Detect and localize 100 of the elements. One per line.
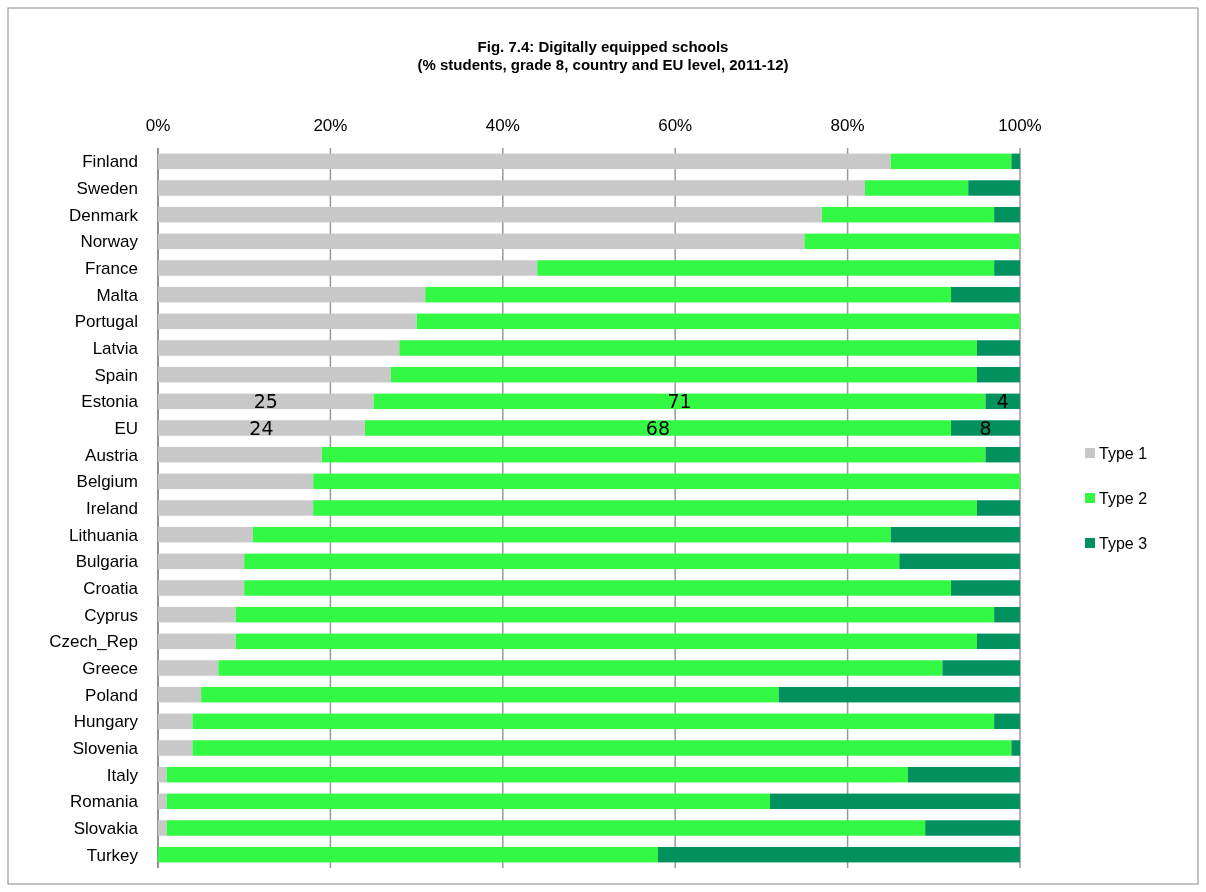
y-tick-label: Romania [69, 792, 139, 812]
bar [821, 206, 995, 223]
y-tick-label: Lithuania [68, 525, 139, 545]
bar [158, 793, 167, 810]
bar [158, 260, 538, 276]
bar [158, 180, 865, 196]
bar [976, 366, 1020, 383]
bar [192, 740, 1012, 756]
bar [158, 286, 426, 303]
bar [942, 660, 1020, 676]
bar [313, 473, 1020, 490]
bar [158, 606, 236, 623]
y-tick-label: Denmark [69, 205, 139, 225]
bar [390, 366, 977, 383]
bar [373, 393, 986, 410]
data-label: 25 [253, 390, 278, 413]
x-tick-label: 100% [998, 116, 1042, 135]
bar [994, 206, 1020, 223]
y-tick-label: France [85, 259, 138, 278]
chart-subtitle: (% students, grade 8, country and EU level, 2011-12) [417, 56, 789, 73]
bar [537, 260, 995, 276]
legend-label: Type 3 [1099, 535, 1148, 552]
bar [235, 633, 977, 650]
y-tick-label: Slovenia [72, 739, 139, 758]
bar [890, 153, 1012, 170]
bar [158, 846, 658, 863]
bar [425, 286, 952, 303]
bar [951, 286, 1020, 303]
bar [158, 340, 400, 356]
bar [1011, 740, 1020, 756]
y-tick-label: Estonia [81, 392, 139, 412]
y-tick-label: Greece [82, 659, 138, 678]
data-label: 71 [667, 390, 692, 413]
bar [985, 446, 1020, 463]
bar [976, 500, 1020, 516]
bar [321, 446, 986, 463]
bar [158, 820, 167, 836]
bar [778, 686, 1020, 703]
data-label: 68 [645, 417, 671, 439]
bar [158, 713, 193, 730]
y-tick-label: Sweden [76, 179, 138, 198]
bar [158, 393, 374, 410]
bar [166, 766, 908, 783]
bar [158, 473, 314, 490]
bar [951, 420, 1020, 436]
x-tick-label: 80% [830, 116, 865, 135]
bar [158, 366, 391, 383]
y-tick-label: Belgium [76, 472, 138, 492]
legend-label: Type 2 [1099, 490, 1148, 507]
bar [158, 153, 891, 170]
bar [244, 553, 900, 570]
x-tick-label: 60% [658, 116, 693, 135]
bar [364, 420, 952, 436]
bar [1011, 153, 1020, 170]
bar [158, 446, 322, 463]
bar [968, 180, 1020, 196]
y-tick-label: Czech_Rep [49, 632, 138, 652]
y-tick-label: Portugal [74, 312, 138, 332]
bar [166, 820, 926, 836]
data-label: 4 [996, 390, 1009, 413]
bar [158, 580, 245, 596]
y-tick-label: Ireland [86, 499, 138, 518]
bar [951, 580, 1020, 596]
data-label: 8 [979, 417, 992, 439]
bar [158, 633, 236, 650]
y-tick-label: Austria [85, 445, 139, 465]
bar [994, 606, 1020, 623]
x-tick-label: 20% [313, 116, 348, 135]
bar [166, 793, 771, 810]
bar [158, 660, 219, 676]
bar [907, 766, 1020, 783]
bar [804, 233, 1020, 250]
bar [399, 340, 977, 356]
bar [890, 526, 1020, 543]
y-tick-label: Bulgaria [75, 552, 139, 572]
y-tick-label: Norway [80, 232, 139, 252]
bar [244, 580, 952, 596]
bar [313, 500, 977, 516]
bar [925, 820, 1020, 836]
y-tick-label: Spain [94, 365, 138, 385]
y-tick-label: Slovakia [73, 819, 139, 838]
y-tick-label: Turkey [86, 845, 139, 865]
y-tick-label: Croatia [83, 579, 139, 598]
bar [158, 686, 202, 703]
bar [192, 713, 995, 730]
y-tick-label: Poland [85, 685, 138, 705]
bar [158, 206, 822, 223]
bar [158, 313, 417, 330]
y-tick-label: Finland [82, 152, 138, 172]
x-tick-label: 0% [145, 116, 171, 135]
bar [218, 660, 943, 676]
bar [158, 740, 193, 756]
bar [976, 633, 1020, 650]
y-tick-label: Malta [96, 285, 139, 305]
bar [158, 553, 245, 570]
legend-label: Type 1 [1099, 445, 1148, 462]
y-tick-label: EU [114, 419, 138, 438]
y-tick-label: Italy [106, 765, 139, 785]
y-tick-label: Cyprus [84, 605, 138, 625]
bar [770, 793, 1020, 810]
